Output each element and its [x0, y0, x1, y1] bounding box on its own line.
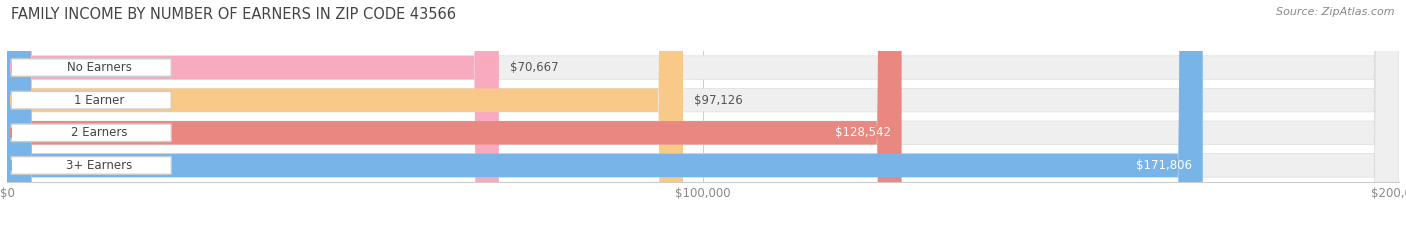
Text: 2 Earners: 2 Earners: [70, 126, 128, 139]
Text: Source: ZipAtlas.com: Source: ZipAtlas.com: [1277, 7, 1395, 17]
Text: FAMILY INCOME BY NUMBER OF EARNERS IN ZIP CODE 43566: FAMILY INCOME BY NUMBER OF EARNERS IN ZI…: [11, 7, 457, 22]
FancyBboxPatch shape: [7, 0, 1202, 233]
Text: No Earners: No Earners: [67, 61, 132, 74]
Text: $70,667: $70,667: [510, 61, 558, 74]
FancyBboxPatch shape: [7, 0, 1399, 233]
FancyBboxPatch shape: [11, 91, 172, 109]
Text: $128,542: $128,542: [835, 126, 890, 139]
Text: 1 Earner: 1 Earner: [75, 94, 125, 107]
FancyBboxPatch shape: [7, 0, 499, 233]
FancyBboxPatch shape: [11, 157, 172, 174]
Text: $171,806: $171,806: [1136, 159, 1192, 172]
FancyBboxPatch shape: [11, 59, 172, 76]
FancyBboxPatch shape: [7, 0, 1399, 233]
FancyBboxPatch shape: [11, 124, 172, 142]
Text: $97,126: $97,126: [695, 94, 742, 107]
FancyBboxPatch shape: [7, 0, 1399, 233]
Text: 3+ Earners: 3+ Earners: [66, 159, 132, 172]
FancyBboxPatch shape: [7, 0, 683, 233]
FancyBboxPatch shape: [7, 0, 901, 233]
FancyBboxPatch shape: [7, 0, 1399, 233]
